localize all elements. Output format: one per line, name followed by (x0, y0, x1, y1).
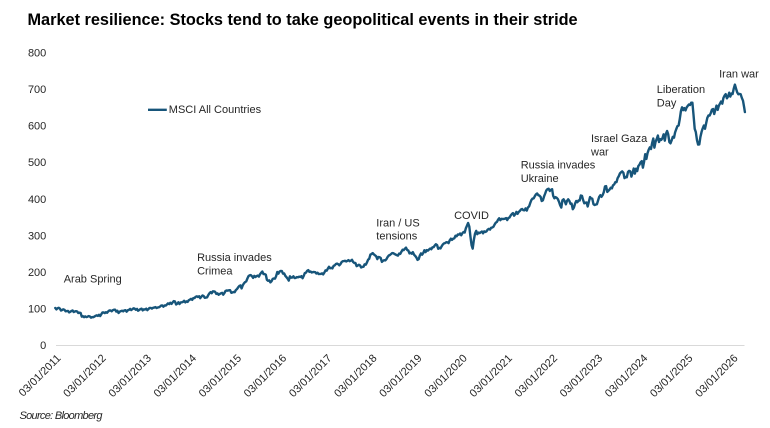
svg-text:500: 500 (28, 157, 46, 169)
svg-text:COVID: COVID (454, 210, 489, 222)
svg-text:300: 300 (28, 230, 46, 242)
svg-text:Day: Day (657, 98, 677, 110)
svg-text:Iran war: Iran war (719, 69, 759, 81)
svg-text:Source: Bloomberg: Source: Bloomberg (20, 410, 104, 422)
svg-text:Crimea: Crimea (197, 265, 233, 277)
svg-text:Liberation: Liberation (657, 84, 705, 96)
svg-text:war: war (590, 146, 609, 158)
svg-text:600: 600 (28, 121, 46, 133)
svg-text:Iran / US: Iran / US (376, 217, 419, 229)
svg-text:MSCI All Countries: MSCI All Countries (169, 104, 262, 116)
svg-text:Market resilience: Stocks tend: Market resilience: Stocks tend to take g… (28, 11, 578, 29)
svg-text:700: 700 (28, 84, 46, 96)
svg-text:tensions: tensions (376, 231, 417, 243)
svg-text:Ukraine: Ukraine (521, 173, 559, 185)
svg-text:0: 0 (40, 340, 46, 352)
svg-text:Russia invades: Russia invades (521, 160, 596, 172)
svg-text:Russia invades: Russia invades (197, 252, 272, 264)
svg-text:Israel Gaza: Israel Gaza (591, 133, 648, 145)
svg-text:200: 200 (28, 267, 46, 279)
svg-text:800: 800 (28, 48, 46, 60)
svg-text:400: 400 (28, 194, 46, 206)
svg-text:100: 100 (28, 304, 46, 316)
svg-text:Arab Spring: Arab Spring (64, 273, 122, 285)
